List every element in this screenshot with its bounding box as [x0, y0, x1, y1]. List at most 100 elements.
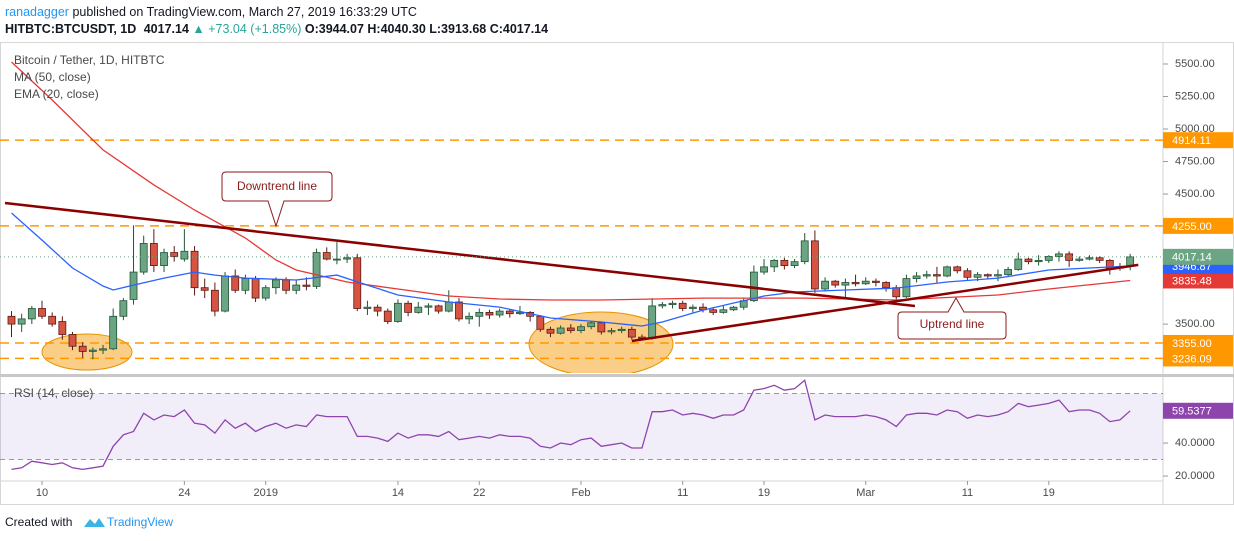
candle-body: [1075, 258, 1084, 261]
footer-text: Created with: [5, 515, 72, 529]
candle-body: [38, 308, 46, 317]
candle-body: [231, 275, 240, 291]
candle-body: [272, 279, 280, 289]
legend: Bitcoin / Tether, 1D, HITBTC MA (50, clo…: [14, 53, 165, 400]
candle-body: [119, 300, 128, 317]
candle-body: [1034, 259, 1043, 263]
candle-body: [27, 308, 36, 320]
indicator-line: [11, 61, 1131, 301]
candle-body: [333, 258, 341, 261]
price-badge: [1163, 402, 1233, 419]
x-tick-label: 19: [758, 487, 770, 499]
indicator-line: [11, 212, 1131, 327]
candle-body: [943, 266, 951, 277]
candle-body: [109, 315, 118, 350]
candle-body: [394, 302, 402, 322]
candle-body: [251, 278, 260, 299]
candle-body: [597, 322, 606, 333]
candle-body: [1024, 258, 1033, 263]
candle-body: [648, 305, 657, 339]
candle-body: [322, 252, 331, 260]
candle-body: [607, 330, 616, 333]
y-tick-label: 40.0000: [1175, 437, 1215, 449]
candle-body: [282, 279, 290, 291]
candle-body: [821, 280, 829, 290]
x-tick-label: Mar: [856, 487, 875, 499]
candle-body: [383, 310, 392, 322]
candle-body: [922, 274, 931, 277]
candle-body: [17, 318, 26, 325]
rsi-pane: [0, 379, 1163, 471]
candle-body: [800, 240, 809, 263]
candle-body: [546, 328, 555, 334]
quote-line: HITBTC:BTCUSDT, 1D 4017.14 ▲ +73.04 (+1.…: [5, 22, 548, 36]
candle-body: [1085, 257, 1094, 260]
candle-body: [434, 305, 443, 312]
candle-body: [831, 280, 840, 286]
candle-body: [312, 252, 321, 287]
candle-body: [536, 315, 545, 330]
footer-brand[interactable]: TradingView: [107, 515, 173, 529]
legend-entry: MA (50, close): [14, 70, 91, 84]
candle-body: [149, 243, 158, 266]
chart-title: Bitcoin / Tether, 1D, HITBTC: [14, 53, 165, 67]
legend-entry: EMA (20, close): [14, 87, 99, 101]
candle-body: [58, 321, 67, 335]
candle-body: [78, 345, 87, 352]
candle-body: [983, 274, 992, 277]
publisher[interactable]: ranadagger: [5, 5, 69, 19]
price-badge: [1163, 334, 1233, 351]
candle-body: [729, 306, 738, 311]
trend-line: [631, 263, 1139, 343]
candle-body: [48, 315, 57, 325]
y-tick-label: 4500.00: [1175, 188, 1215, 200]
annotation: Downtrend line: [237, 179, 317, 193]
candle-body: [617, 328, 626, 332]
candle-body: [760, 266, 768, 273]
candle-body: [414, 306, 423, 313]
candle-body: [516, 311, 524, 315]
x-tick-label: 2019: [253, 487, 277, 499]
header-line: ranadagger published on TradingView.com,…: [5, 5, 417, 19]
candle-body: [241, 278, 250, 291]
price-badge: [1163, 132, 1233, 149]
annotations: Downtrend line Uptrend line: [221, 171, 1007, 340]
candle-body: [668, 302, 677, 305]
price-badge: [1163, 350, 1233, 367]
candle-body: [200, 287, 209, 291]
candle-body: [566, 327, 575, 332]
candle-body: [444, 301, 453, 312]
x-tick-label: 19: [1043, 487, 1055, 499]
candle-body: [465, 315, 474, 320]
trend-line: [4, 201, 916, 308]
candle-body: [872, 280, 880, 283]
candle-body: [455, 301, 463, 320]
indicator-line: [11, 379, 1131, 471]
candle-body: [1055, 253, 1063, 257]
legend-entry: RSI (14, close): [14, 386, 93, 400]
price-badge-label: 3835.48: [1172, 275, 1212, 287]
x-tick-label: 24: [178, 487, 190, 499]
logo[interactable]: [84, 518, 105, 527]
published: published on TradingView.com, March 27, …: [72, 5, 416, 19]
candle-body: [505, 310, 514, 315]
candle-body: [861, 280, 870, 285]
candle-body: [343, 257, 351, 260]
candle-body: [1065, 253, 1074, 261]
candle-body: [933, 274, 941, 277]
candle-body: [709, 309, 718, 313]
candle-body: [210, 289, 219, 312]
candle-body: [221, 275, 229, 312]
candle-body: [587, 322, 596, 328]
annotation: Uptrend line: [920, 317, 985, 331]
ohlc: O:3944.07 H:4040.30 L:3913.68 C:4017.14: [305, 22, 548, 36]
y-tick-label: 20.0000: [1175, 470, 1215, 482]
candle-body: [994, 274, 1002, 277]
y-tick-label: 5250.00: [1175, 90, 1215, 102]
last: 4017.14: [144, 22, 189, 36]
background-layer: [41, 311, 674, 373]
price-badge-label: 3355.00: [1172, 338, 1212, 350]
candle-body: [363, 306, 372, 309]
x-tick-label: 14: [392, 487, 404, 499]
